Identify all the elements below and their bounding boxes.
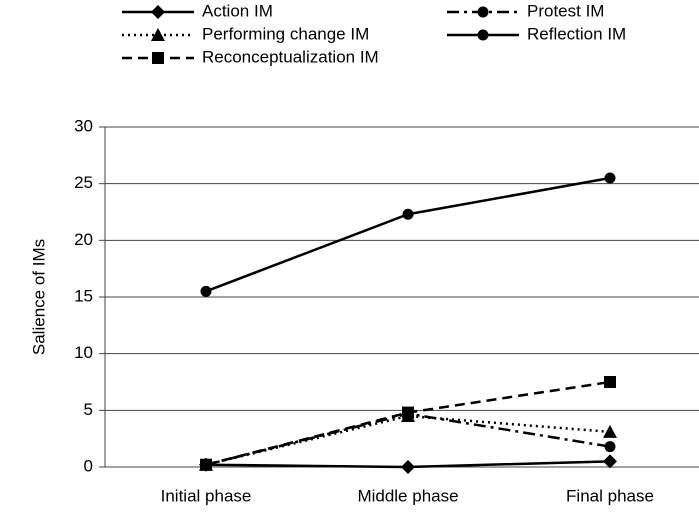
legend-marker	[477, 6, 489, 18]
x-tick-label: Initial phase	[161, 486, 252, 505]
y-tick-label: 20	[74, 230, 93, 249]
marker	[200, 458, 212, 471]
x-tick-label: Middle phase	[357, 486, 458, 505]
marker	[603, 454, 617, 469]
legend-marker	[151, 28, 165, 41]
legend-marker	[152, 52, 164, 64]
y-tick-label: 5	[84, 400, 93, 419]
marker	[402, 406, 414, 419]
legend-label: Protest IM	[527, 1, 604, 20]
marker	[603, 424, 617, 438]
legend-label: Reflection IM	[527, 24, 626, 43]
y-tick-label: 30	[74, 116, 93, 135]
series-line	[205, 176, 611, 293]
y-tick-label: 25	[74, 173, 93, 192]
legend-label: Reconceptualization IM	[202, 47, 379, 66]
y-tick-label: 10	[74, 343, 93, 362]
marker	[604, 376, 616, 388]
legend-marker	[477, 29, 489, 41]
marker	[200, 285, 212, 297]
legend-label: Performing change IM	[202, 24, 369, 43]
y-tick-label: 15	[74, 286, 93, 305]
x-tick-label: Final phase	[566, 486, 654, 505]
y-tick-label: 0	[84, 456, 93, 475]
marker	[402, 208, 414, 220]
y-axis-label: Salience of IMs	[29, 239, 48, 355]
marker	[401, 460, 415, 474]
legend-marker	[151, 5, 165, 19]
series-line	[205, 414, 611, 466]
legend-label: Action IM	[202, 1, 273, 20]
marker	[604, 172, 616, 184]
marker	[604, 441, 616, 453]
series-line	[205, 380, 611, 466]
